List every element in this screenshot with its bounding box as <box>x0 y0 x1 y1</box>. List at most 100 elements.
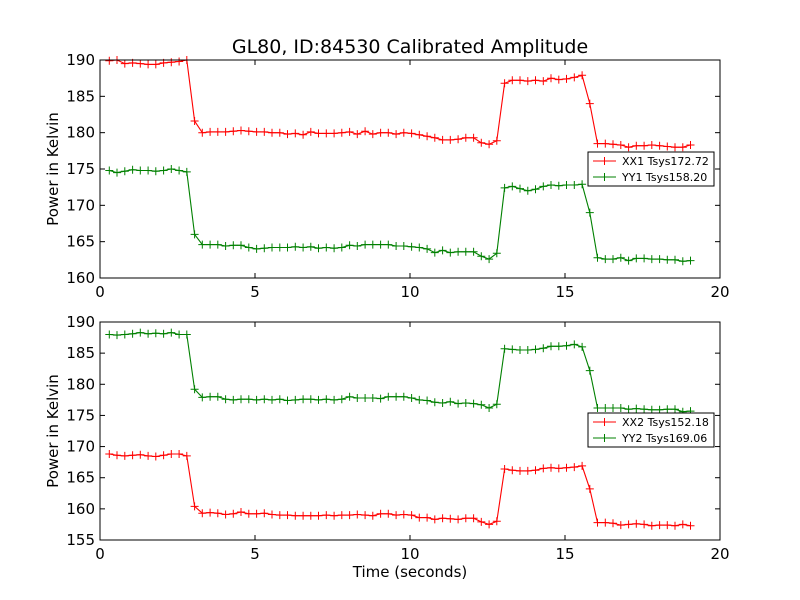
data-point-marker <box>392 130 401 139</box>
data-point-marker <box>407 394 416 402</box>
data-point-marker <box>268 510 276 519</box>
data-point-marker <box>361 394 370 402</box>
data-point-marker <box>151 329 160 338</box>
data-point-marker <box>438 399 447 407</box>
data-point-marker <box>415 395 424 404</box>
y-tick-label: 170 <box>66 438 95 456</box>
data-point-marker <box>229 509 238 518</box>
data-point-marker <box>190 117 199 125</box>
data-point-marker <box>345 127 354 136</box>
data-point-marker <box>268 243 276 252</box>
data-point-marker <box>671 521 679 530</box>
data-point-marker <box>221 395 230 404</box>
data-point-marker <box>616 253 625 262</box>
x-tick-label: 15 <box>555 283 574 301</box>
data-point-marker <box>175 57 184 66</box>
data-point-marker <box>516 346 524 354</box>
data-point-marker <box>523 77 532 86</box>
lower-series-yy <box>105 328 695 416</box>
data-point-marker <box>609 255 617 264</box>
data-point-marker <box>113 331 121 340</box>
data-point-marker <box>206 392 215 401</box>
data-point-marker <box>384 392 393 401</box>
data-point-marker <box>430 515 439 524</box>
data-point-marker <box>376 394 385 403</box>
data-point-marker <box>237 241 245 250</box>
data-point-marker <box>601 518 610 527</box>
legend-label: YY1 Tsys158.20 <box>621 171 707 184</box>
legend-marker-sample <box>600 157 609 165</box>
legend-marker-sample <box>600 434 609 442</box>
data-point-marker <box>392 392 401 401</box>
data-point-marker <box>120 451 129 460</box>
data-point-marker <box>345 392 354 401</box>
data-point-marker <box>585 208 594 217</box>
lower-series-xx <box>105 450 695 530</box>
data-point-marker <box>120 330 129 339</box>
data-point-marker <box>322 129 331 138</box>
data-point-marker <box>175 450 184 458</box>
data-point-marker <box>446 248 455 257</box>
data-point-marker <box>547 342 555 351</box>
data-point-marker <box>244 509 253 518</box>
data-point-marker <box>485 255 494 264</box>
data-point-marker <box>167 328 176 337</box>
data-point-marker <box>562 341 571 350</box>
legend-entry: YY1 Tsys158.20 <box>593 171 707 184</box>
data-point-marker <box>337 511 346 520</box>
data-point-marker <box>167 165 176 173</box>
data-point-marker <box>128 329 137 338</box>
x-tick-label: 0 <box>95 545 105 563</box>
data-point-marker <box>206 240 215 249</box>
data-point-marker <box>477 517 486 526</box>
data-point-marker <box>229 127 238 136</box>
data-point-marker <box>175 166 184 175</box>
data-point-marker <box>415 243 424 252</box>
data-point-marker <box>322 395 331 404</box>
data-point-marker <box>461 247 470 256</box>
data-point-marker <box>368 130 377 139</box>
data-point-marker <box>291 242 300 251</box>
data-point-marker <box>144 329 153 338</box>
data-point-marker <box>531 345 540 354</box>
data-point-marker <box>206 127 215 136</box>
data-point-marker <box>508 182 517 191</box>
x-tick-label: 10 <box>400 545 419 563</box>
data-point-marker <box>461 514 470 523</box>
data-point-marker <box>438 246 447 255</box>
data-point-marker <box>663 521 672 530</box>
data-point-marker <box>221 510 230 519</box>
upper-series-yy <box>105 165 695 266</box>
data-point-marker <box>198 240 207 249</box>
data-point-marker <box>655 141 664 150</box>
data-point-marker <box>399 392 408 401</box>
data-point-marker <box>562 74 571 83</box>
y-tick-label: 160 <box>66 269 95 287</box>
data-point-marker <box>446 135 455 144</box>
data-point-marker <box>423 244 432 253</box>
data-point-marker <box>376 128 385 137</box>
data-point-marker <box>291 511 300 520</box>
data-point-marker <box>283 243 292 252</box>
data-point-marker <box>376 240 385 249</box>
upper-legend: XX1 Tsys172.72 YY1 Tsys158.20 <box>587 151 715 187</box>
data-point-marker <box>237 126 245 135</box>
data-point-marker <box>446 514 455 523</box>
data-point-marker <box>477 138 486 147</box>
data-point-marker <box>585 484 594 493</box>
data-point-marker <box>306 511 315 520</box>
data-point-marker <box>229 241 238 250</box>
data-point-marker <box>516 184 524 193</box>
y-tick-label: 165 <box>66 469 95 487</box>
data-point-marker <box>523 346 532 354</box>
data-point-marker <box>554 181 563 190</box>
y-tick-label: 175 <box>66 406 95 424</box>
data-point-marker <box>585 99 594 108</box>
data-point-marker <box>368 394 377 402</box>
y-tick-label: 180 <box>66 124 95 142</box>
data-point-marker <box>508 76 517 85</box>
data-point-marker <box>151 167 160 176</box>
data-point-marker <box>624 143 633 152</box>
data-point-marker <box>430 248 439 257</box>
data-point-marker <box>283 511 292 520</box>
